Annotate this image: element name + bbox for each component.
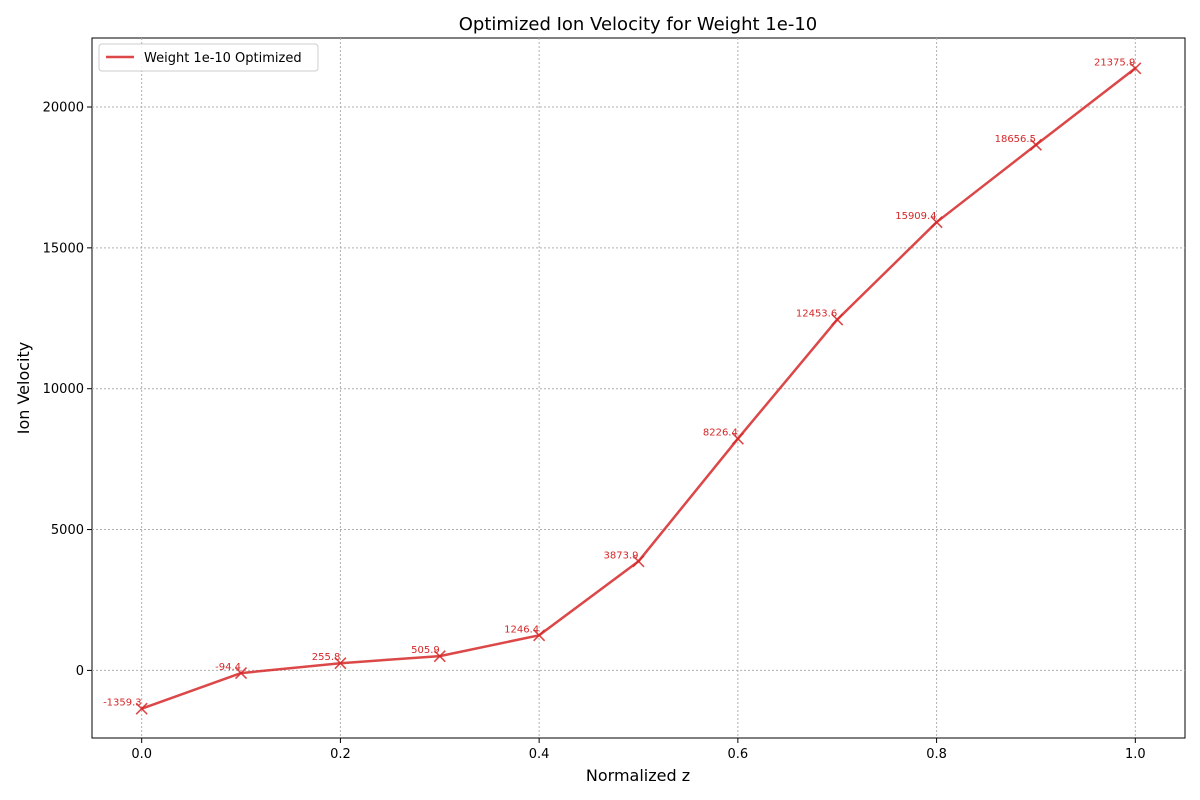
y-tick-label: 0 (76, 664, 84, 679)
axis-ticks: 0.0 0.2 0.4 0.6 0.8 1.0 0 5000 10000 15000 20000 (43, 101, 1146, 762)
y-tick-label: 5000 (51, 523, 84, 538)
data-point (533, 629, 546, 642)
legend-label: Weight 1e-10 Optimized (144, 51, 302, 66)
data-label: 1246.4 (504, 624, 539, 635)
x-tick-label: 0.6 (728, 747, 749, 762)
y-tick-label: 10000 (43, 382, 84, 397)
y-tick-label: 15000 (43, 241, 84, 256)
data-point (632, 555, 645, 568)
data-label: 255.8 (312, 652, 341, 663)
data-label: 21375.9 (1094, 57, 1135, 68)
data-label: 12453.6 (796, 309, 837, 320)
data-point (831, 313, 844, 326)
data-point (1029, 138, 1043, 151)
data-label: -1359.3 (103, 698, 142, 709)
data-label: 18656.5 (995, 134, 1036, 145)
data-labels: -1359.3 -94.4 255.8 505.9 1246.4 3873.9 8226.4… (103, 57, 1135, 708)
data-point (930, 216, 943, 229)
x-tick-label: 0.4 (529, 747, 550, 762)
series-line (141, 67, 1137, 710)
data-point (234, 666, 248, 680)
data-label: 505.9 (411, 645, 440, 656)
data-point (135, 702, 148, 715)
x-tick-label: 0.0 (131, 747, 152, 762)
y-tick-label: 20000 (43, 101, 84, 116)
data-label: 15909.4 (895, 211, 936, 222)
x-tick-label: 0.2 (330, 747, 351, 762)
data-point (731, 432, 744, 445)
chart-title: Optimized Ion Velocity for Weight 1e-10 (459, 14, 817, 35)
data-point (1129, 62, 1142, 75)
grid-lines (92, 38, 1185, 738)
data-point (334, 657, 347, 670)
legend: Weight 1e-10 Optimized (98, 43, 319, 72)
series-layer (135, 62, 1142, 715)
plot-area (91, 37, 1186, 739)
y-axis-label: Ion Velocity (14, 342, 33, 435)
x-tick-label: 0.8 (926, 747, 947, 762)
x-axis-label: Normalized z (586, 766, 690, 785)
data-label: 8226.4 (703, 428, 738, 439)
legend-box (98, 43, 319, 72)
x-tick-label: 1.0 (1125, 747, 1146, 762)
data-label: -94.4 (215, 662, 241, 673)
data-point (433, 650, 446, 663)
data-label: 3873.9 (604, 550, 639, 561)
